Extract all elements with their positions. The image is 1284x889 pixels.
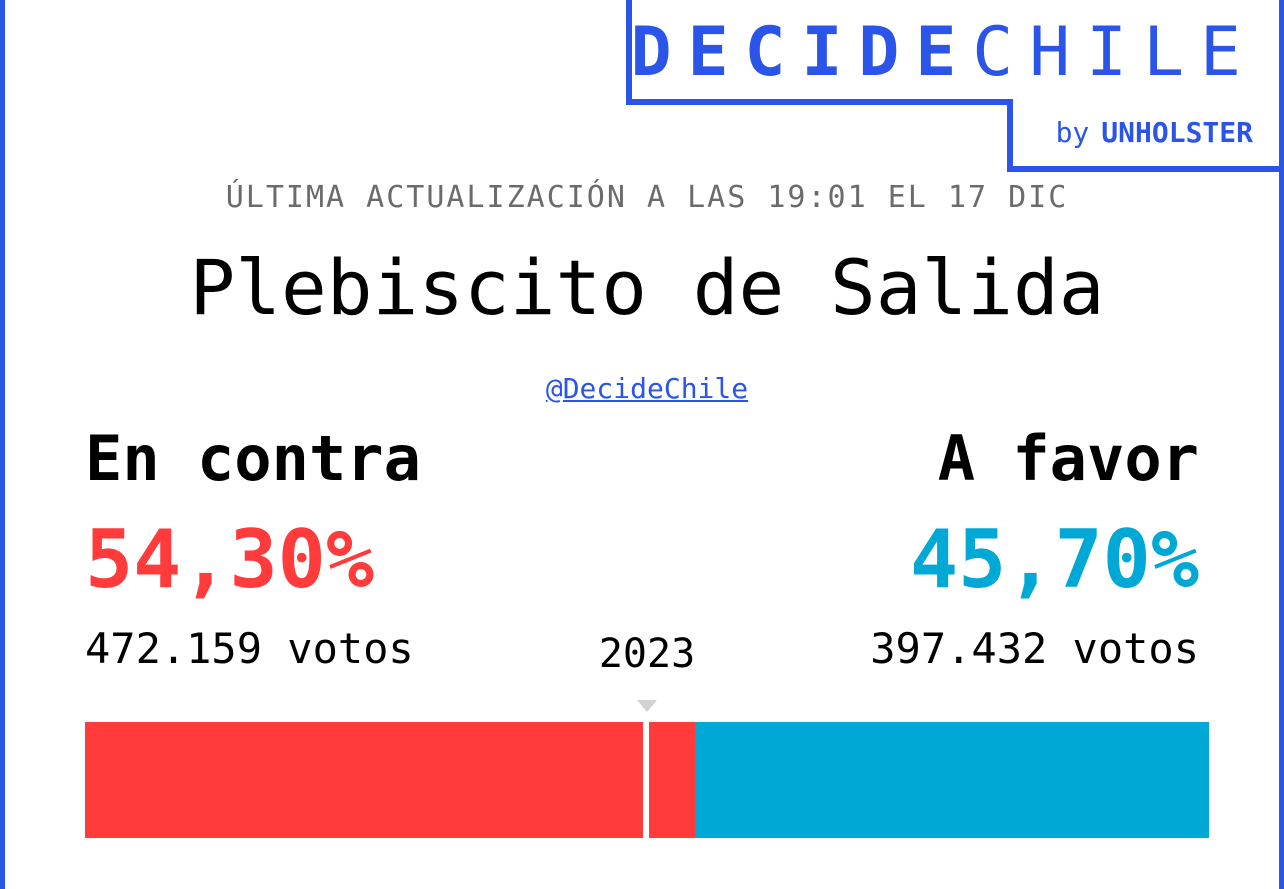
- option-label-against: En contra: [85, 422, 421, 495]
- byline-org: UNHOLSTER: [1101, 116, 1253, 149]
- votes-against: 472.159 votos: [85, 624, 414, 673]
- option-label-favor: A favor: [937, 422, 1199, 495]
- percent-favor: 45,70%: [910, 513, 1199, 606]
- page-title: Plebiscito de Salida: [189, 243, 1105, 332]
- bar-midpoint-line: [643, 722, 649, 838]
- brand-name-light: CHILE: [972, 12, 1257, 92]
- bar-segment-against: [85, 722, 696, 838]
- year-label: 2023: [598, 631, 696, 677]
- percent-against: 54,30%: [85, 513, 374, 606]
- byline-prefix: by: [1055, 116, 1090, 149]
- last-updated: ÚLTIMA ACTUALIZACIÓN A LAS 19:01 EL 17 D…: [225, 180, 1069, 215]
- votes-favor: 397.432 votos: [870, 624, 1199, 673]
- brand-logo: DECIDE CHILE: [626, 0, 1279, 105]
- twitter-handle-link[interactable]: @DecideChile: [545, 372, 749, 405]
- midpoint-marker-icon: [637, 700, 657, 712]
- bar-segment-favor: [695, 722, 1209, 838]
- results-bar: [85, 722, 1209, 838]
- brand-name-bold: DECIDE: [630, 12, 973, 92]
- brand-byline: by UNHOLSTER: [1007, 99, 1279, 172]
